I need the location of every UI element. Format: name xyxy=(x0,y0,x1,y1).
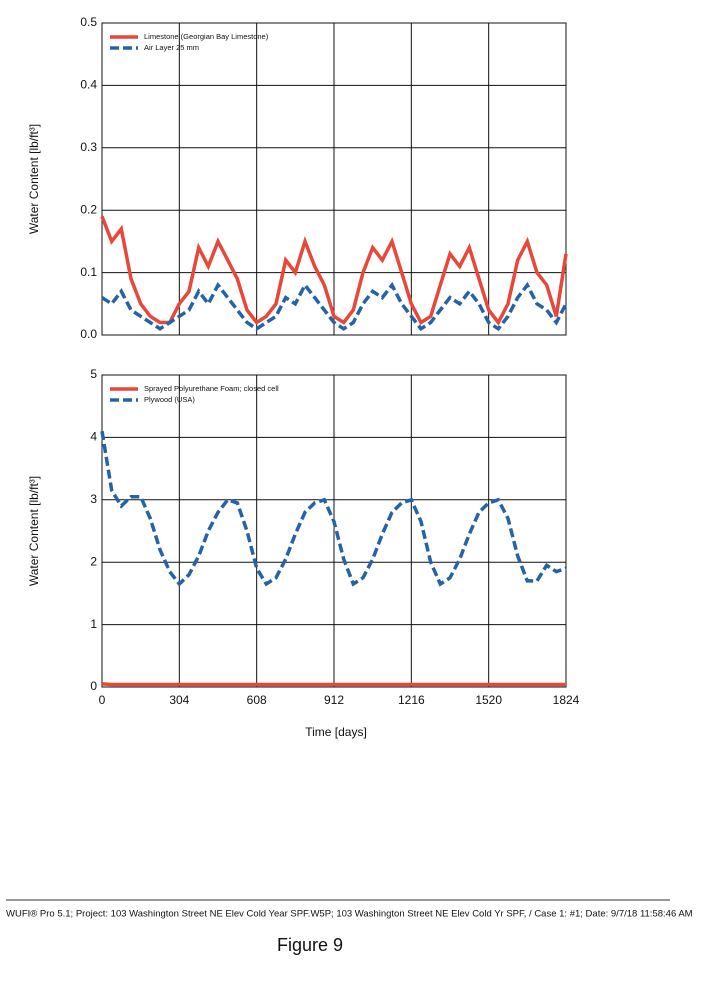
y-tick-label: 0.5 xyxy=(80,15,97,29)
y-tick-label: 5 xyxy=(90,367,97,381)
footer: WUFI® Pro 5.1; Project: 103 Washington S… xyxy=(6,909,693,920)
series-line xyxy=(100,430,567,587)
x-tick-label: 304 xyxy=(169,693,189,707)
x-tick-label: 1520 xyxy=(475,693,502,707)
y-tick-label: 0.1 xyxy=(80,265,97,279)
y-tick-label: 3 xyxy=(90,492,97,506)
x-tick-label: 1216 xyxy=(398,693,425,707)
y-tick-label: 2 xyxy=(90,554,97,568)
x-tick-label: 1824 xyxy=(553,693,580,707)
y-axis-label: Water Content [lb/ft³] xyxy=(27,124,41,234)
y-tick-label: 4 xyxy=(90,430,97,444)
caption: Figure 9 xyxy=(277,935,343,955)
series-line xyxy=(101,682,566,687)
legend-label: Air Layer 25 mm xyxy=(144,43,199,52)
y-tick-label: 1 xyxy=(90,617,97,631)
y-tick-label: 0.0 xyxy=(80,327,97,341)
y-tick-label: 0 xyxy=(90,679,97,693)
x-tick-label: 912 xyxy=(324,693,344,707)
series-line xyxy=(101,281,568,332)
y-axis-label: Water Content [lb/ft³] xyxy=(27,476,41,586)
x-tick-label: 0 xyxy=(99,693,106,707)
y-tick-label: 0.3 xyxy=(80,140,97,154)
series-line xyxy=(100,215,568,326)
x-axis-label: Time [days] xyxy=(305,725,367,739)
y-tick-label: 0.4 xyxy=(80,78,97,92)
legend-label: Limestone (Georgian Bay Limestone) xyxy=(144,32,269,41)
legend-label: Sprayed Polyurethane Foam; closed cell xyxy=(144,384,279,393)
y-tick-label: 0.2 xyxy=(80,202,97,216)
x-tick-label: 608 xyxy=(247,693,267,707)
legend-label: Plywood (USA) xyxy=(144,395,195,404)
